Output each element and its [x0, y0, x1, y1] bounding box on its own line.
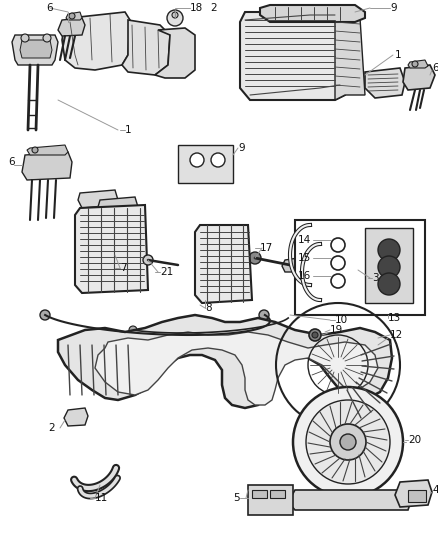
- Circle shape: [340, 434, 356, 450]
- Circle shape: [32, 147, 38, 153]
- Circle shape: [331, 238, 345, 252]
- Text: 3: 3: [372, 273, 378, 283]
- Circle shape: [190, 153, 204, 167]
- Circle shape: [309, 329, 321, 341]
- Polygon shape: [12, 35, 58, 65]
- Text: 9: 9: [390, 3, 397, 13]
- Circle shape: [330, 424, 366, 460]
- Polygon shape: [20, 40, 52, 58]
- Polygon shape: [335, 12, 365, 100]
- Polygon shape: [66, 12, 82, 20]
- Circle shape: [143, 255, 153, 265]
- Text: 18: 18: [190, 3, 203, 13]
- Circle shape: [337, 242, 353, 258]
- Bar: [248, 485, 293, 515]
- Circle shape: [378, 273, 400, 295]
- Circle shape: [330, 279, 340, 289]
- Polygon shape: [403, 65, 435, 90]
- Polygon shape: [395, 480, 432, 507]
- Circle shape: [331, 256, 345, 270]
- Circle shape: [331, 274, 345, 288]
- Circle shape: [129, 326, 137, 334]
- Circle shape: [378, 239, 400, 261]
- Circle shape: [378, 256, 400, 278]
- Circle shape: [412, 61, 418, 67]
- Polygon shape: [195, 225, 252, 303]
- Text: 13: 13: [388, 313, 401, 323]
- Bar: [408, 490, 426, 502]
- Polygon shape: [62, 12, 130, 70]
- Text: 17: 17: [260, 243, 273, 253]
- Circle shape: [40, 310, 50, 320]
- Polygon shape: [408, 60, 428, 68]
- Circle shape: [43, 34, 51, 42]
- Text: 10: 10: [335, 315, 348, 325]
- Text: 11: 11: [95, 493, 108, 503]
- Polygon shape: [22, 152, 72, 180]
- Polygon shape: [282, 258, 302, 272]
- Text: 6: 6: [47, 3, 53, 13]
- Text: 2: 2: [210, 3, 217, 13]
- Polygon shape: [75, 205, 148, 293]
- Bar: [365, 228, 413, 303]
- Circle shape: [172, 12, 178, 18]
- Polygon shape: [78, 190, 118, 208]
- Circle shape: [167, 10, 183, 26]
- Bar: [252, 490, 267, 498]
- Polygon shape: [365, 68, 405, 98]
- Text: 15: 15: [298, 253, 311, 263]
- Circle shape: [259, 310, 269, 320]
- Polygon shape: [95, 332, 378, 405]
- Text: 8: 8: [205, 303, 212, 313]
- Circle shape: [306, 400, 390, 484]
- Polygon shape: [288, 490, 412, 510]
- Circle shape: [317, 279, 327, 289]
- Circle shape: [293, 387, 403, 497]
- Text: 9: 9: [238, 143, 245, 153]
- Polygon shape: [240, 12, 345, 100]
- Circle shape: [211, 153, 225, 167]
- Polygon shape: [98, 197, 138, 215]
- Text: 21: 21: [160, 267, 173, 277]
- Text: 2: 2: [48, 423, 55, 433]
- Polygon shape: [64, 408, 88, 426]
- Polygon shape: [58, 18, 85, 36]
- Text: 1: 1: [125, 125, 132, 135]
- Bar: [178, 145, 233, 183]
- Circle shape: [21, 34, 29, 42]
- Text: 6: 6: [8, 157, 14, 167]
- Text: 1: 1: [395, 50, 402, 60]
- Text: 16: 16: [298, 271, 311, 281]
- Text: 5: 5: [233, 493, 240, 503]
- Polygon shape: [260, 5, 365, 22]
- Circle shape: [69, 13, 75, 19]
- Polygon shape: [122, 20, 170, 75]
- Text: 12: 12: [390, 330, 403, 340]
- Polygon shape: [27, 145, 68, 155]
- Text: 6: 6: [432, 63, 438, 73]
- Circle shape: [312, 332, 318, 338]
- Text: 20: 20: [408, 435, 421, 445]
- Polygon shape: [320, 230, 368, 278]
- Polygon shape: [155, 28, 195, 78]
- Text: 19: 19: [330, 325, 343, 335]
- Text: 4: 4: [432, 485, 438, 495]
- Text: 7: 7: [120, 263, 127, 273]
- Polygon shape: [58, 315, 392, 408]
- Bar: [270, 490, 285, 498]
- Circle shape: [337, 254, 353, 270]
- Circle shape: [249, 252, 261, 264]
- Bar: [295, 220, 425, 315]
- Polygon shape: [310, 272, 348, 297]
- Text: 14: 14: [298, 235, 311, 245]
